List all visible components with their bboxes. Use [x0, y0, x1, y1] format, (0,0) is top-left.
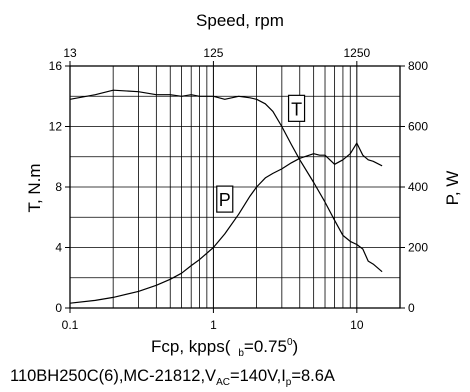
curve-labels: TP	[216, 94, 306, 213]
series-group	[69, 89, 383, 304]
left-tick-label: 8	[55, 180, 62, 194]
left-tick-label: 0	[55, 301, 62, 315]
y-right-label: P, W	[443, 171, 462, 206]
curve-label-T: T	[291, 99, 302, 119]
grid	[70, 66, 400, 308]
bottom-tick-label: 0.1	[62, 318, 79, 332]
left-tick-label: 16	[49, 59, 63, 73]
y-left-label: T, N.m	[25, 163, 44, 212]
right-tick-label: 0	[408, 301, 415, 315]
x-axis-label-sub: b	[238, 348, 244, 359]
caption-v-sub: AC	[216, 377, 230, 388]
x-axis-label-main: Fcp, kpps(	[151, 337, 231, 356]
bottom-tick-label: 10	[350, 318, 364, 332]
right-tick-label: 200	[408, 241, 428, 255]
caption-v-value: =140V,I	[230, 367, 286, 385]
x-axis-label-sup: 0	[287, 337, 293, 348]
top-ticks: 13 125 1250	[63, 46, 370, 66]
right-ticks: 0 200 400 600 800	[400, 59, 428, 315]
caption-i-value: =8.6A	[291, 367, 335, 385]
x-axis-label: Fcp, kpps( b=0.750)	[151, 337, 298, 359]
left-ticks: 0 4 8 12 16	[49, 59, 70, 315]
right-tick-label: 800	[408, 59, 428, 73]
series-line-P	[69, 142, 383, 304]
series-line-T	[69, 89, 383, 273]
curve-label-box	[216, 185, 234, 213]
top-tick-label: 1250	[343, 46, 370, 60]
bottom-tick-label: 1	[210, 318, 217, 332]
curve-label-box	[287, 94, 306, 122]
caption: 110BH250C(6),MC-21812,VAC=140V,Ip=8.6A	[10, 367, 335, 388]
right-tick-label: 600	[408, 120, 428, 134]
right-tick-label: 400	[408, 180, 428, 194]
chart-title: Speed, rpm	[196, 11, 284, 30]
curve-label-P: P	[219, 190, 231, 210]
left-tick-label: 4	[55, 241, 62, 255]
left-tick-label: 12	[49, 120, 63, 134]
top-tick-label: 125	[203, 46, 223, 60]
top-tick-label: 13	[63, 46, 77, 60]
x-axis-label-value: =0.75	[244, 337, 287, 356]
x-axis-label-close: )	[293, 337, 299, 356]
bottom-ticks: 0.1 1 10	[62, 308, 364, 332]
caption-i-sub: p	[286, 377, 292, 388]
caption-main: 110BH250C(6),MC-21812,V	[10, 367, 216, 385]
